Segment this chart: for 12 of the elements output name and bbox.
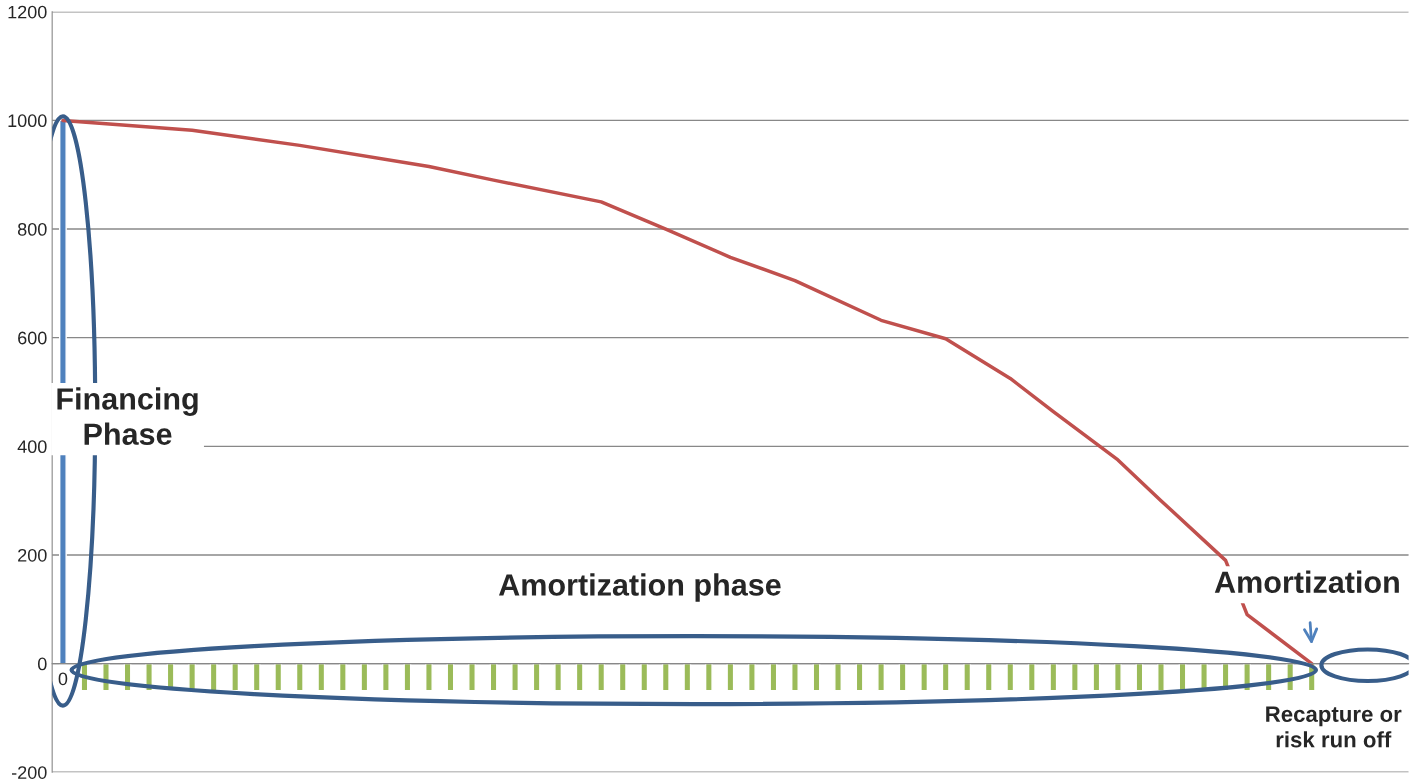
y-tick-label: 600 — [18, 331, 47, 345]
y-tick-label: 200 — [18, 548, 47, 562]
y-tick-label: 400 — [17, 440, 47, 454]
y-tick-label: 1200 — [8, 5, 47, 19]
y-tick-label: 0 — [37, 657, 47, 671]
annotation: Recapture or risk run off — [1266, 706, 1402, 748]
y-tick-label: 800 — [17, 222, 47, 236]
annotation: Amortization phase — [498, 573, 781, 602]
annotation: Amortization — [1214, 570, 1399, 594]
y-tick-label: -200 — [11, 766, 47, 779]
y-tick-label: 1000 — [8, 114, 47, 128]
annotation: Financing Phase — [57, 387, 198, 445]
